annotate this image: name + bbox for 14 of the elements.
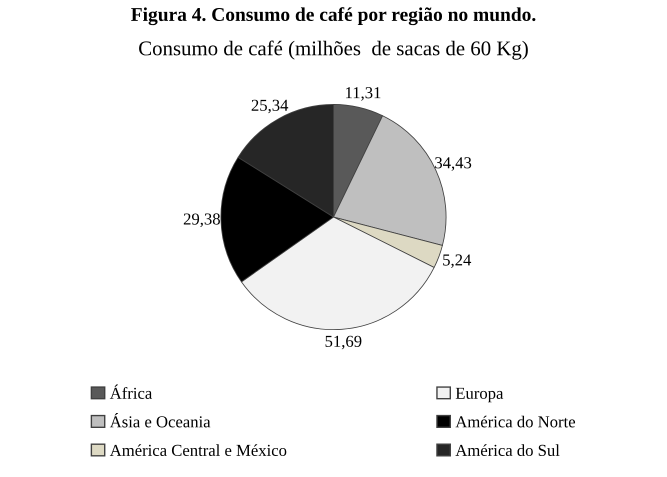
data-label: 25,34 [252, 100, 288, 114]
data-label: 34,43 [435, 157, 472, 171]
data-label: 11,31 [346, 87, 380, 101]
text: Figura 4. Consumo de café por região no mundo. [131, 7, 536, 26]
chart-title: Consumo de café (milhões de sacas de 60 Kg) [139, 40, 528, 60]
legend-label: América do Norte [455, 416, 576, 428]
legend-label: América Central e México [110, 444, 286, 456]
legend-label: África [110, 384, 152, 399]
data-label: 5,24 [443, 254, 472, 268]
legend-label: América do Sul [455, 444, 560, 456]
data-label: 29,38 [184, 213, 220, 228]
legend-label: Ásia e Oceania [110, 413, 210, 428]
data-label: 51,69 [326, 336, 362, 350]
legend-label: Europa [456, 388, 504, 402]
